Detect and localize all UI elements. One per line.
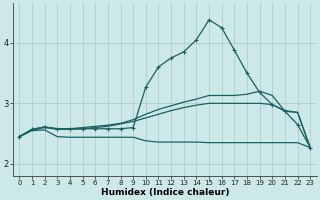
X-axis label: Humidex (Indice chaleur): Humidex (Indice chaleur) [100, 188, 229, 197]
